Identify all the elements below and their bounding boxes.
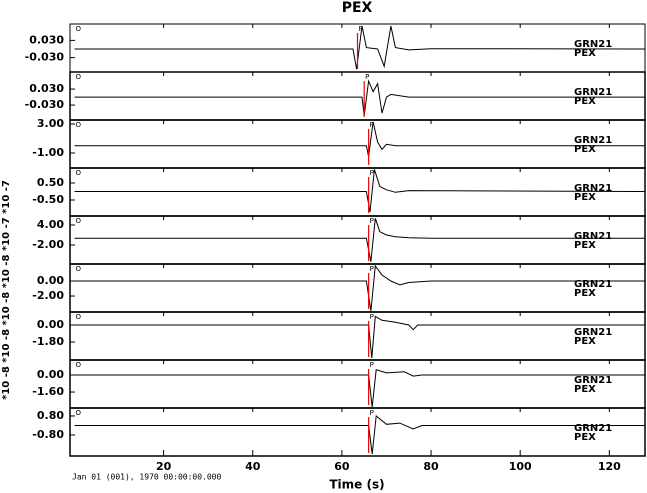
pick-label: O (75, 409, 81, 417)
pick-label: P (370, 217, 374, 225)
y-tick-label: -1.80 (32, 335, 64, 348)
station-label: PEX (574, 288, 596, 299)
y-tick-label: 0.80 (37, 409, 64, 422)
pick-label: P (370, 409, 374, 417)
pick-label: O (75, 313, 81, 321)
pick-label: O (75, 361, 81, 369)
station-label: GRN21 (574, 39, 612, 50)
pick-label: P (359, 25, 363, 33)
panel-frame (69, 71, 646, 121)
x-tick-label: 120 (598, 460, 621, 473)
pick-label: O (75, 121, 81, 129)
panel-frame (69, 119, 646, 169)
station-label: PEX (574, 336, 596, 347)
panel-frame (69, 311, 646, 361)
trace (74, 315, 645, 359)
panel-frame (69, 263, 646, 313)
y-tick-label: -2.00 (32, 289, 64, 302)
trace (74, 415, 645, 455)
y-tick-label: 0.00 (37, 274, 64, 287)
pick-label: P (370, 313, 374, 321)
y-tick-label: 0.030 (29, 33, 64, 46)
x-tick-label: 80 (423, 460, 439, 473)
station-label: GRN21 (574, 231, 612, 242)
station-label: PEX (574, 144, 596, 155)
pick-label: O (75, 25, 81, 33)
station-label: PEX (574, 48, 596, 59)
x-tick-label: 60 (334, 460, 350, 473)
y-tick-label: -1.60 (32, 385, 64, 398)
panel-frame (69, 407, 646, 457)
y-tick-label: 0.030 (29, 82, 64, 95)
y-tick-label: -1.00 (32, 146, 64, 159)
station-label: GRN21 (574, 183, 612, 194)
panel-frame (69, 215, 646, 265)
trace (74, 169, 646, 212)
y-tick-label: 4.00 (37, 218, 64, 231)
pick-label: P (370, 361, 374, 369)
trace (74, 218, 645, 262)
y-multiplier-label: *10 -8 *10 -8 *10 -8 *10 -8 *10 -7 *10 -… (1, 180, 12, 400)
panel-frame (69, 359, 646, 409)
pick-label: O (75, 217, 81, 225)
x-tick-label: 20 (156, 460, 172, 473)
station-label: PEX (574, 384, 596, 395)
station-label: PEX (574, 240, 596, 251)
pick-label: O (75, 169, 81, 177)
pick-label: O (75, 265, 81, 273)
y-tick-label: -0.50 (32, 193, 64, 206)
y-tick-label: 0.00 (37, 368, 64, 381)
pick-label: O (75, 73, 81, 81)
pick-label: P (365, 73, 369, 81)
x-tick-label: 40 (245, 460, 261, 473)
trace (74, 79, 645, 116)
pick-label: P (370, 169, 374, 177)
x-axis-label: Time (s) (329, 478, 384, 492)
pick-label: P (370, 121, 374, 129)
station-label: GRN21 (574, 279, 612, 290)
pick-label: P (370, 265, 374, 273)
station-label: PEX (574, 192, 596, 203)
trace (74, 369, 645, 407)
chart-title: PEX (342, 0, 373, 16)
station-label: GRN21 (574, 375, 612, 386)
y-tick-label: 0.00 (37, 318, 64, 331)
y-tick-label: 3.00 (37, 117, 64, 130)
y-tick-label: 0.50 (37, 176, 64, 189)
station-label: GRN21 (574, 327, 612, 338)
station-label: PEX (574, 432, 596, 443)
trace (74, 264, 645, 312)
y-tick-label: -0.80 (32, 428, 64, 441)
y-tick-label: -0.030 (25, 98, 65, 111)
station-label: GRN21 (574, 87, 612, 98)
y-tick-label: -2.00 (32, 238, 64, 251)
station-label: GRN21 (574, 135, 612, 146)
x-tick-label: 100 (509, 460, 532, 473)
trace (74, 121, 645, 157)
date-label: Jan 01 (001), 1970 00:00:00.000 (72, 473, 221, 482)
station-label: GRN21 (574, 423, 612, 434)
station-label: PEX (574, 96, 596, 107)
trace (74, 25, 646, 70)
y-tick-label: -0.030 (25, 51, 65, 64)
